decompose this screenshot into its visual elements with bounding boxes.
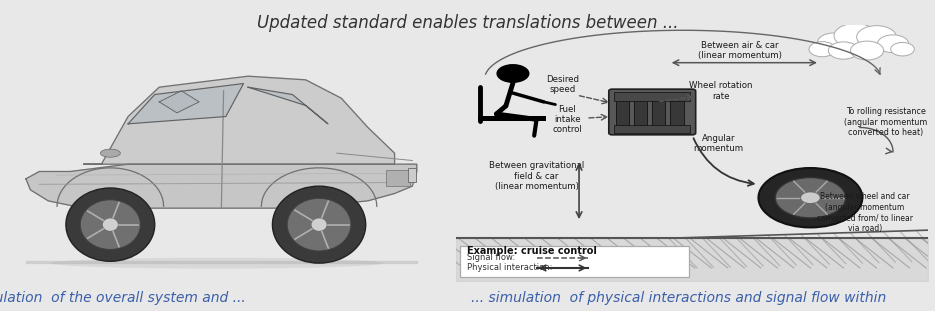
Bar xyxy=(634,100,647,125)
Text: Fuel
intake
control: Fuel intake control xyxy=(553,104,583,134)
Circle shape xyxy=(877,35,909,53)
Circle shape xyxy=(891,42,914,56)
Circle shape xyxy=(851,41,884,60)
Circle shape xyxy=(834,24,876,48)
Text: simulation  of the overall system and ...: simulation of the overall system and ... xyxy=(0,291,245,305)
FancyBboxPatch shape xyxy=(609,89,696,135)
Text: Wheel rotation
rate: Wheel rotation rate xyxy=(689,81,753,101)
Circle shape xyxy=(828,42,858,59)
Text: Signal flow:: Signal flow: xyxy=(467,253,515,262)
Circle shape xyxy=(65,188,155,261)
Ellipse shape xyxy=(50,258,383,269)
Circle shape xyxy=(272,186,366,263)
Polygon shape xyxy=(159,91,199,113)
Bar xyxy=(614,125,690,133)
Polygon shape xyxy=(128,84,243,124)
Bar xyxy=(614,92,690,100)
Circle shape xyxy=(311,218,326,231)
Bar xyxy=(653,100,666,125)
Bar xyxy=(478,116,546,121)
Circle shape xyxy=(809,42,836,57)
Text: Between gravitational
field & car
(linear momentum): Between gravitational field & car (linea… xyxy=(489,161,584,191)
Circle shape xyxy=(80,200,140,249)
Text: ... simulation  of physical interactions and signal flow within: ... simulation of physical interactions … xyxy=(471,291,886,305)
Circle shape xyxy=(775,178,846,218)
Text: Angular
momentum: Angular momentum xyxy=(693,134,743,153)
Circle shape xyxy=(758,168,862,227)
Polygon shape xyxy=(26,164,417,208)
Text: Between air & car
(linear momentum): Between air & car (linear momentum) xyxy=(698,41,782,60)
FancyBboxPatch shape xyxy=(460,246,689,277)
Ellipse shape xyxy=(100,149,121,157)
Polygon shape xyxy=(84,76,395,164)
Bar xyxy=(386,170,410,186)
Circle shape xyxy=(287,198,351,251)
Circle shape xyxy=(856,26,897,49)
Text: Between wheel and car
(angular momentum
converted from/ to linear
via road): Between wheel and car (angular momentum … xyxy=(816,193,913,233)
Bar xyxy=(408,168,416,183)
Circle shape xyxy=(103,218,118,231)
Circle shape xyxy=(817,33,851,52)
Bar xyxy=(616,100,629,125)
Text: Desired
speed: Desired speed xyxy=(546,75,579,94)
Text: Physical interaction:: Physical interaction: xyxy=(467,263,552,272)
Circle shape xyxy=(496,64,529,83)
Text: Updated standard enables translations between ...: Updated standard enables translations be… xyxy=(257,14,678,32)
Text: To rolling resistance
(angular momentum
converted to heat): To rolling resistance (angular momentum … xyxy=(844,107,928,137)
Bar xyxy=(670,100,683,125)
Circle shape xyxy=(801,193,820,203)
Polygon shape xyxy=(248,87,328,124)
Text: Example: cruise control: Example: cruise control xyxy=(467,246,597,256)
